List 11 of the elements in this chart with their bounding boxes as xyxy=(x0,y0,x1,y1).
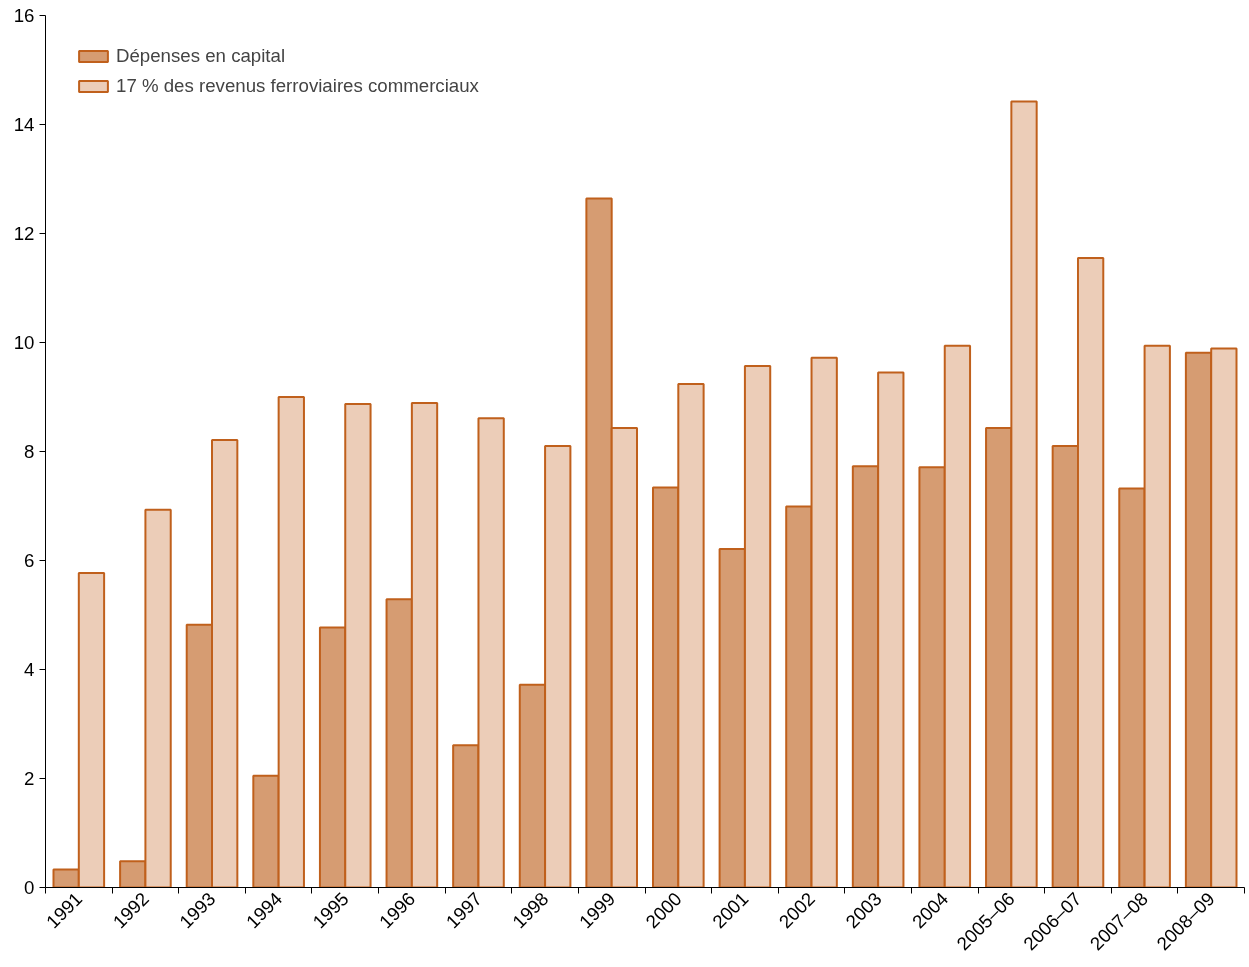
y-tick-label: 4 xyxy=(24,659,35,680)
y-tick-label: 6 xyxy=(24,550,35,571)
y-tick-label: 12 xyxy=(13,223,35,244)
legend-label: Dépenses en capital xyxy=(116,45,286,67)
y-tick-label: 16 xyxy=(13,5,35,26)
y-tick-label: 10 xyxy=(13,332,35,353)
y-tick-label: 8 xyxy=(24,441,35,462)
legend-label: 17 % des revenus ferroviaires commerciaux xyxy=(116,75,479,97)
y-tick-label: 14 xyxy=(13,114,35,135)
y-tick-label: 2 xyxy=(24,768,35,789)
y-tick-label: 0 xyxy=(24,877,35,898)
